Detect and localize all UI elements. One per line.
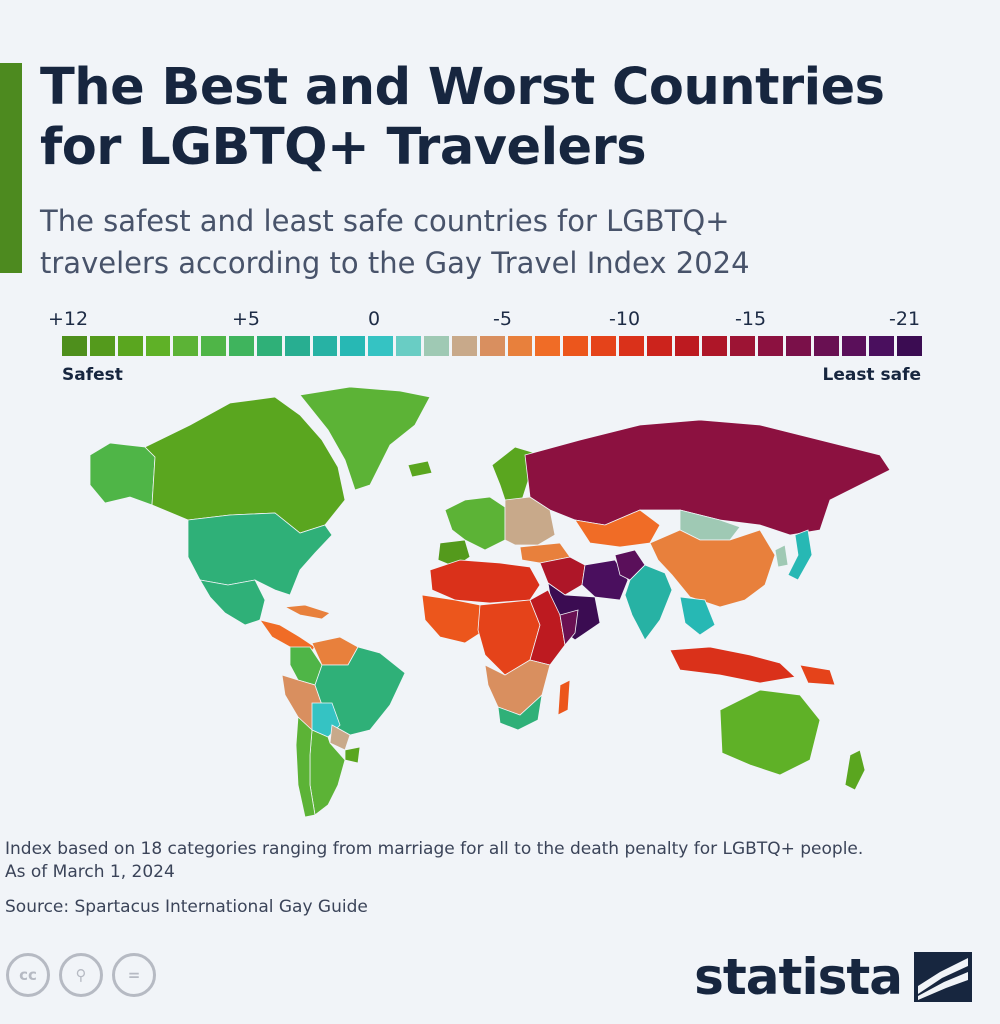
statista-brand[interactable]: statista bbox=[694, 948, 972, 1006]
region-japan bbox=[787, 529, 813, 581]
region-brazil bbox=[314, 646, 406, 736]
region-somalia bbox=[559, 609, 579, 646]
region-mexico bbox=[199, 579, 266, 626]
legend-swatch bbox=[173, 336, 199, 356]
legend-swatch bbox=[730, 336, 756, 356]
region-iceland bbox=[407, 460, 433, 478]
legend-swatch bbox=[618, 336, 644, 356]
legend-swatch bbox=[396, 336, 421, 356]
region-korea bbox=[774, 544, 789, 568]
legend-swatch bbox=[201, 336, 227, 356]
title-line-1: The Best and Worst Countries bbox=[40, 58, 885, 117]
legend-swatch bbox=[62, 336, 87, 356]
footnote-line-1: Index based on 18 categories ranging fro… bbox=[5, 839, 864, 859]
legend-swatch bbox=[229, 336, 254, 356]
legend-swatch bbox=[145, 336, 171, 356]
subtitle-line-1: The safest and least safe countries for … bbox=[40, 204, 730, 238]
legend-swatch bbox=[284, 336, 310, 356]
subtitle: The safest and least safe countries for … bbox=[40, 200, 940, 284]
legend-ticks: +12 +5 0 -5 -10 -15 -21 bbox=[0, 308, 1000, 334]
region-west-africa bbox=[421, 594, 486, 644]
no-derivatives-icon[interactable]: = bbox=[112, 953, 156, 997]
legend-swatch bbox=[813, 336, 839, 356]
legend-swatch bbox=[479, 336, 505, 356]
legend-tick: +5 bbox=[232, 308, 261, 330]
region-india bbox=[624, 564, 673, 641]
brand-name: statista bbox=[694, 948, 903, 1006]
title-line-2: for LGBTQ+ Travelers bbox=[40, 118, 647, 177]
region-canada bbox=[144, 396, 346, 534]
legend-swatch bbox=[702, 336, 728, 356]
world-map bbox=[60, 385, 940, 830]
region-caribbean bbox=[283, 604, 331, 620]
attribution-icon[interactable]: ⚲ bbox=[59, 953, 103, 997]
footnote: Index based on 18 categories ranging fro… bbox=[5, 838, 995, 884]
source-text: Source: Spartacus International Gay Guid… bbox=[5, 897, 368, 917]
legend-swatch bbox=[674, 336, 700, 356]
region-chile bbox=[295, 716, 316, 818]
region-new-zealand bbox=[844, 749, 866, 791]
region-indonesia bbox=[669, 646, 796, 684]
region-iran bbox=[581, 559, 629, 601]
legend-tick: -21 bbox=[889, 308, 921, 330]
region-papua-new-guinea bbox=[799, 664, 836, 686]
legend-swatch bbox=[758, 336, 783, 356]
legend-swatch bbox=[591, 336, 616, 356]
region-southeast-asia bbox=[679, 596, 716, 636]
legend-swatch bbox=[869, 336, 895, 356]
region-north-africa bbox=[429, 559, 541, 604]
world-map-svg bbox=[89, 386, 891, 818]
legend-swatch bbox=[841, 336, 867, 356]
legend-color-scale bbox=[62, 336, 923, 356]
legend-swatch bbox=[535, 336, 561, 356]
legend-swatch bbox=[256, 336, 282, 356]
region-china bbox=[649, 529, 776, 608]
legend-swatch bbox=[897, 336, 923, 356]
region-east-africa bbox=[529, 589, 566, 666]
legend-tick: -10 bbox=[609, 308, 641, 330]
legend-tick: 0 bbox=[368, 308, 381, 330]
legend-tick: -15 bbox=[735, 308, 767, 330]
license-icons: cc ⚲ = bbox=[6, 953, 156, 997]
region-south-africa bbox=[497, 693, 543, 731]
legend-low-label: Safest bbox=[62, 365, 123, 385]
legend-swatch bbox=[507, 336, 533, 356]
region-australia bbox=[719, 689, 821, 776]
region-madagascar bbox=[557, 679, 571, 716]
legend-tick: +12 bbox=[48, 308, 89, 330]
page-title: The Best and Worst Countries for LGBTQ+ … bbox=[40, 58, 885, 178]
region-middle-east bbox=[539, 556, 586, 596]
statista-logo-icon bbox=[914, 952, 972, 1002]
legend-swatch bbox=[312, 336, 338, 356]
region-kazakhstan bbox=[574, 509, 661, 548]
subtitle-line-2: travelers according to the Gay Travel In… bbox=[40, 246, 750, 280]
region-uruguay bbox=[344, 746, 361, 764]
region-greenland bbox=[299, 386, 431, 491]
legend-tick: -5 bbox=[493, 308, 512, 330]
accent-bar bbox=[0, 63, 22, 273]
region-alaska bbox=[89, 442, 156, 506]
legend-swatch bbox=[117, 336, 143, 356]
legend-swatch bbox=[563, 336, 589, 356]
legend-swatch bbox=[368, 336, 394, 356]
cc-icon[interactable]: cc bbox=[6, 953, 50, 997]
region-scandinavia bbox=[491, 446, 536, 501]
legend-swatch bbox=[423, 336, 449, 356]
legend-swatch bbox=[89, 336, 115, 356]
legend-high-label: Least safe bbox=[822, 365, 921, 385]
legend-swatch bbox=[451, 336, 477, 356]
legend-swatch bbox=[340, 336, 366, 356]
legend-swatch bbox=[646, 336, 672, 356]
legend-swatch bbox=[785, 336, 811, 356]
footnote-line-2: As of March 1, 2024 bbox=[5, 862, 175, 882]
